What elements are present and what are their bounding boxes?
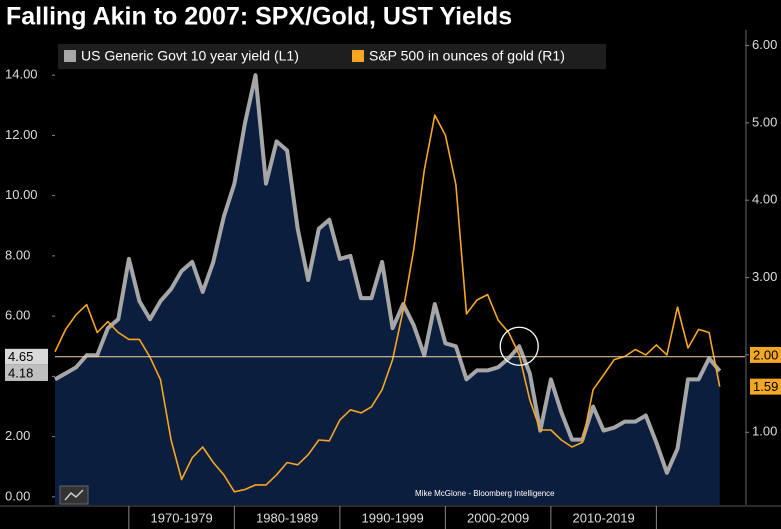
y-tick-label: 12.00 xyxy=(5,127,38,142)
reference-label-box xyxy=(750,346,781,363)
y-tick-label: 2.00 xyxy=(5,428,30,443)
last-value-label-box xyxy=(750,378,781,395)
x-tick-label: 2010-2019 xyxy=(573,510,635,525)
y-tick-label: 10.00 xyxy=(5,187,38,202)
highlight-circle xyxy=(499,326,539,366)
x-tick-label: 1970-1979 xyxy=(151,510,213,525)
reference-label: 2.00 xyxy=(753,347,778,362)
y2-tick-label: 4.00 xyxy=(752,192,777,207)
source-note: Mike McGlone - Bloomberg Intelligence xyxy=(415,489,555,498)
area xyxy=(55,75,720,505)
y-tick-label: 14.00 xyxy=(5,67,38,82)
y2-tick-label: 5.00 xyxy=(752,114,777,129)
last-value-label: 4.18 xyxy=(8,365,33,380)
last-value-label-box xyxy=(5,364,48,381)
y-tick-label: 8.00 xyxy=(5,247,30,262)
legend-box xyxy=(58,44,606,69)
legend-label: US Generic Govt 10 year yield (L1) xyxy=(81,48,299,64)
reference-label-box xyxy=(5,348,48,365)
legend-swatch xyxy=(64,50,76,62)
line xyxy=(54,114,721,493)
legend-swatch xyxy=(352,50,364,62)
x-tick-label: 2000-2009 xyxy=(467,510,529,525)
x-tick-label: 1980-1989 xyxy=(256,510,318,525)
legend-label: S&P 500 in ounces of gold (R1) xyxy=(369,48,565,64)
icon-line xyxy=(64,489,84,501)
x-tick-label: 1990-1999 xyxy=(362,510,424,525)
chart-title: Falling Akin to 2007: SPX/Gold, UST Yiel… xyxy=(6,3,512,31)
y-tick-label: 0.00 xyxy=(5,488,30,503)
chart-icon xyxy=(59,485,89,505)
line xyxy=(54,73,722,475)
last-value-label: 1.59 xyxy=(753,379,778,394)
y2-tick-label: 3.00 xyxy=(752,269,777,284)
y2-tick-label: 6.00 xyxy=(752,37,777,52)
y2-tick-label: 1.00 xyxy=(752,424,777,439)
y-tick-label: 6.00 xyxy=(5,308,30,323)
reference-label: 4.65 xyxy=(8,349,33,364)
